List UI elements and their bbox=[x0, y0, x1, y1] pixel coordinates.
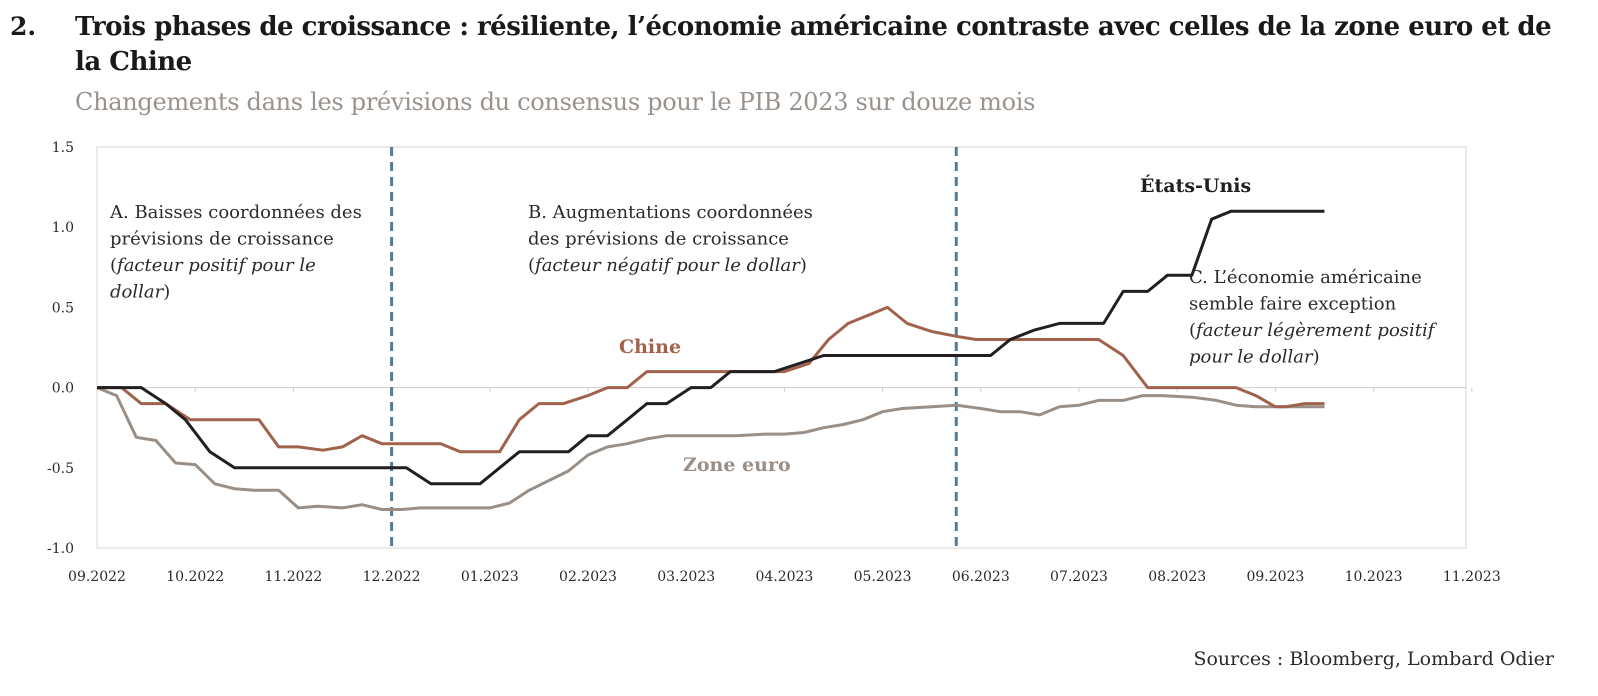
x-tick-label: 09.2023 bbox=[1246, 569, 1304, 585]
y-tick-label: -0.5 bbox=[47, 461, 74, 477]
series-label: États-Unis bbox=[1140, 174, 1251, 197]
annotation-b-line: des prévisions de croissance bbox=[528, 229, 789, 250]
annotation-b-italic-text: facteur négatif pour le dollar bbox=[533, 255, 801, 276]
x-tick-label: 12.2022 bbox=[363, 569, 421, 585]
x-tick-label: 08.2023 bbox=[1148, 569, 1206, 585]
annotation-b-line: B. Augmentations coordonnées bbox=[528, 202, 813, 223]
phase-annotations: A. Baisses coordonnées des prévisions de … bbox=[109, 202, 1438, 368]
y-tick-label: 1.5 bbox=[52, 140, 74, 156]
x-tick-label: 11.2022 bbox=[264, 569, 322, 585]
y-tick-label: 0.0 bbox=[52, 381, 74, 397]
annotation-a-italic-line: (facteur positif pour le bbox=[110, 255, 316, 276]
series-label: Zone euro bbox=[683, 454, 791, 476]
annotation-a-line: A. Baisses coordonnées des bbox=[109, 202, 362, 223]
y-tick-label: 0.5 bbox=[52, 300, 74, 316]
annotation-c-line: C. L’économie américaine bbox=[1189, 267, 1422, 288]
series-line-0 bbox=[97, 209, 1325, 486]
annotation-b-italic-line: (facteur négatif pour le dollar) bbox=[528, 255, 807, 276]
phase-dividers bbox=[390, 147, 958, 548]
chart-subtitle: Changements dans les prévisions du conse… bbox=[75, 88, 1036, 116]
source-note: Sources : Bloomberg, Lombard Odier bbox=[1193, 648, 1554, 670]
chart-title: Trois phases de croissance : résiliente,… bbox=[75, 12, 1552, 77]
annotation-c-italic-text: facteur légèrement positif bbox=[1194, 320, 1438, 341]
x-tick-label: 01.2023 bbox=[461, 569, 519, 585]
x-tick-label: 10.2023 bbox=[1345, 569, 1403, 585]
series-line-1 bbox=[97, 305, 1325, 454]
y-axis-ticks: 1.5 1.0 0.5 0.0 -0.5 -1.0 bbox=[47, 140, 74, 557]
figure-number: 2. bbox=[10, 12, 37, 41]
x-tick-label: 11.2023 bbox=[1443, 569, 1501, 585]
annotation-c-italic-text: pour le dollar bbox=[1189, 347, 1314, 368]
series-lines bbox=[96, 209, 1325, 511]
annotation-c-italic-line: pour le dollar) bbox=[1189, 347, 1320, 368]
x-tick-label: 06.2023 bbox=[952, 569, 1010, 585]
annotation-a-italic-text: dollar bbox=[110, 282, 165, 303]
series-label: Chine bbox=[619, 336, 681, 358]
annotation-a-italic-line: dollar) bbox=[110, 282, 170, 303]
x-tick-label: 10.2022 bbox=[166, 569, 224, 585]
annotation-a-line: prévisions de croissance bbox=[110, 229, 334, 250]
y-tick-label: -1.0 bbox=[47, 541, 74, 557]
annotation-c-line: semble faire exception bbox=[1189, 294, 1397, 315]
series-line-2 bbox=[96, 386, 1325, 511]
x-tick-label: 02.2023 bbox=[559, 569, 617, 585]
annotation-c-italic-line: (facteur légèrement positif bbox=[1189, 320, 1438, 341]
y-tick-label: 1.0 bbox=[52, 220, 74, 236]
x-tick-label: 05.2023 bbox=[854, 569, 912, 585]
x-tick-label: 07.2023 bbox=[1050, 569, 1108, 585]
plot-border bbox=[96, 146, 1467, 549]
x-tick-label: 04.2023 bbox=[755, 569, 813, 585]
x-axis-ticks: 09.2022 10.2022 11.2022 12.2022 01.2023 02.20… bbox=[68, 387, 1501, 585]
x-tick-label: 03.2023 bbox=[657, 569, 715, 585]
series-labels: États-Unis Chine Zone euro bbox=[619, 174, 1251, 476]
x-tick-label: 09.2022 bbox=[68, 569, 126, 585]
annotation-a-italic-text: facteur positif pour le bbox=[115, 255, 316, 276]
